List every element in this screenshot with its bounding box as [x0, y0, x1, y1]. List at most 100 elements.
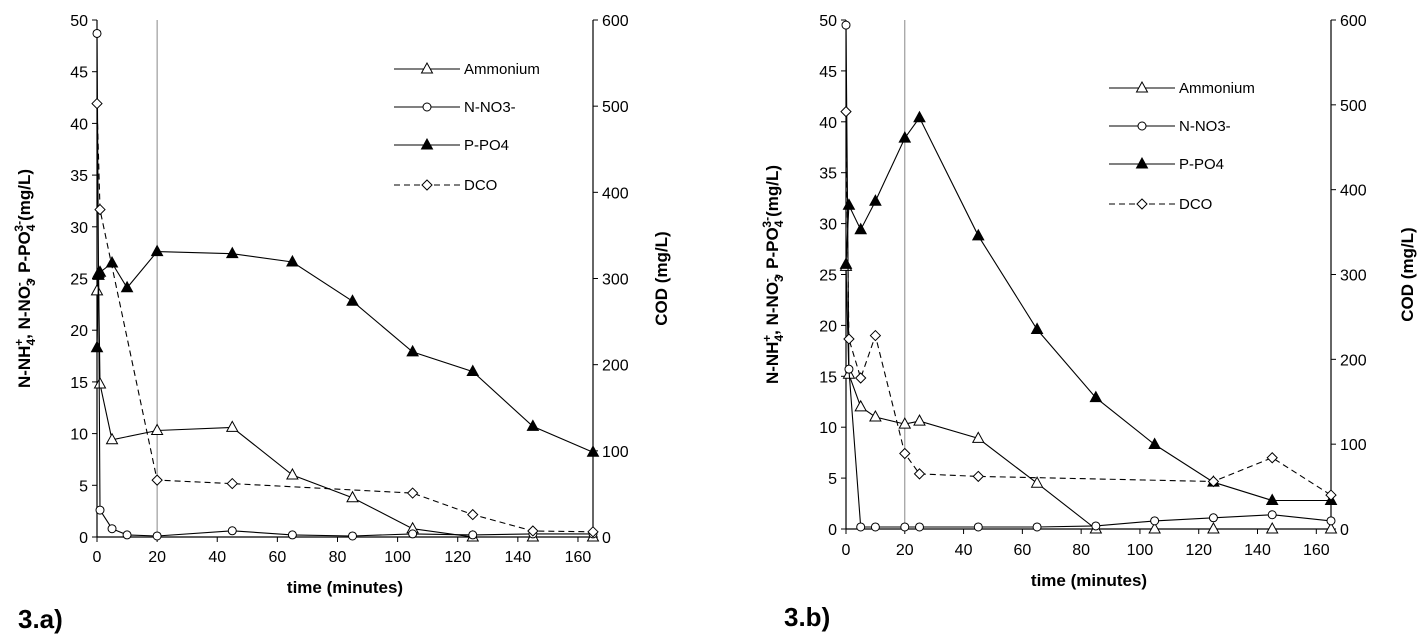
chart-b-legend-marker-p-po4 — [1135, 156, 1149, 169]
chart-a-point-n-no3 — [122, 530, 132, 540]
chart-b-point-dco — [913, 468, 926, 480]
chart-b-point-ammonium — [1030, 476, 1044, 488]
chart-a-point-ammonium — [286, 467, 299, 480]
chart-a-y-right-tick-label: 100 — [602, 444, 629, 461]
chart-b-point-p-po4 — [839, 257, 853, 269]
chart-a-y-left-tick-label: 50 — [70, 13, 88, 30]
chart-b-point-n-no3 — [1326, 516, 1336, 526]
chart-b-point-p-po4 — [854, 222, 868, 235]
chart-b-point-p-po4 — [1089, 390, 1103, 403]
chart-b-point-n-no3 — [1267, 510, 1277, 520]
chart-b-y-axis-title-part: , N-NO — [763, 282, 782, 335]
chart-b-x-tick-label: 40 — [955, 542, 973, 559]
chart-a-series-line-n-no3 — [96, 33, 593, 537]
chart-a-point-dco — [527, 525, 539, 537]
chart-a-x-tick-label: 80 — [329, 549, 347, 566]
chart-b-series-line-p-po4 — [845, 116, 1331, 502]
chart-b-y-left-tick-label: 10 — [819, 420, 837, 437]
chart-a-y-left-tick-label: 5 — [79, 478, 88, 495]
chart-a-y-left-tick-label: 20 — [70, 323, 88, 340]
chart-a-y-left-tick-label: 25 — [70, 272, 88, 289]
chart-b-point-p-po4 — [842, 198, 856, 210]
chart-a-y-axis-title-right: COD (mg/L) — [652, 231, 671, 325]
chart-a-legend-label-ammonium: Ammonium — [464, 61, 540, 78]
chart-b-point-ammonium — [971, 431, 985, 443]
chart-a-point-ammonium — [225, 420, 239, 432]
chart-b-point-n-no3 — [870, 522, 880, 532]
chart-b-x-tick-label: 0 — [842, 542, 851, 559]
chart-b-point-p-po4 — [913, 110, 926, 123]
chart-b-y-axis-title-part: N-NH — [763, 342, 782, 385]
chart-a-point-n-no3 — [107, 524, 117, 534]
chart-a-y-axis-title-part: , N-NO — [15, 286, 34, 339]
chart-b-y-right-tick-label: 500 — [1340, 98, 1367, 115]
chart-a-series-line-p-po4 — [96, 251, 594, 453]
chart-b-y-left-tick-label: 0 — [828, 522, 837, 539]
chart-a-y-right-tick-label: 500 — [602, 99, 629, 116]
chart-a-point-dco — [467, 508, 479, 521]
chart-a-legend-marker-dco — [421, 179, 433, 191]
chart-a-point-p-po4 — [225, 246, 239, 259]
chart-a-x-tick-label: 60 — [268, 549, 286, 566]
chart-a-x-tick-label: 120 — [444, 549, 471, 566]
chart-a-point-n-no3 — [287, 530, 297, 540]
chart-b-point-n-no3 — [914, 522, 924, 532]
chart-b-point-dco — [843, 333, 855, 345]
chart-a-y-axis-title-part: 3 — [24, 279, 38, 286]
chart-b-y-left-tick-label: 50 — [819, 13, 837, 30]
chart-b-point-p-po4 — [1148, 437, 1161, 450]
chart-b-point-dco — [854, 372, 867, 384]
chart-a-point-n-no3 — [348, 531, 358, 541]
chart-a-y-axis-title-part: (mg/L) — [15, 169, 34, 221]
chart-a-y-left-tick-label: 30 — [70, 220, 88, 237]
chart-b-point-n-no3 — [900, 522, 910, 532]
chart-a-y-right-tick-label: 200 — [602, 358, 629, 375]
chart-a-y-axis-title-part: - — [12, 282, 26, 286]
chart-a-point-p-po4 — [150, 244, 164, 257]
chart-a-panel-label: 3.a) — [18, 604, 63, 634]
chart-a-series-line-ammonium — [96, 273, 593, 538]
chart-a-point-ammonium — [150, 423, 164, 435]
chart-a-y-left-tick-label: 10 — [70, 427, 88, 444]
chart-a-y-right-tick-label: 0 — [602, 530, 611, 547]
chart-b-point-ammonium — [898, 417, 912, 429]
chart-b-point-n-no3 — [844, 364, 854, 374]
chart-b-y-left-tick-label: 20 — [819, 318, 837, 335]
chart-a-point-dco — [406, 487, 419, 499]
chart-a-y-left-tick-label: 40 — [70, 116, 88, 133]
chart-b-x-tick-label: 160 — [1303, 542, 1330, 559]
chart-b-y-left-tick-label: 30 — [819, 217, 837, 234]
chart-a-x-tick-label: 140 — [504, 549, 531, 566]
chart-b-point-ammonium — [1148, 521, 1161, 534]
chart-a-y-left-tick-label: 0 — [79, 530, 88, 547]
chart-a-point-n-no3 — [95, 505, 105, 515]
chart-b-point-ammonium — [913, 414, 926, 426]
chart-b-legend-marker-ammonium — [1135, 80, 1149, 93]
chart-a-point-n-no3 — [152, 531, 162, 541]
chart-b-y-axis-title-part: 3 — [772, 275, 786, 282]
chart-b-panel-label: 3.b) — [784, 602, 830, 632]
chart-a-y-left-tick-label: 15 — [70, 375, 88, 392]
chart-b-point-dco — [1207, 475, 1220, 488]
chart-a-point-dco — [226, 477, 238, 490]
chart-a-point-ammonium — [93, 376, 107, 389]
chart-b-series-line-ammonium — [845, 266, 1331, 530]
chart-b-y-axis-title-part: 4 — [772, 220, 786, 227]
chart-b-y-axis-title-part: 3- — [760, 217, 774, 228]
chart-b-legend-marker-dco — [1136, 198, 1148, 210]
chart-a-point-ammonium — [346, 490, 359, 503]
chart-b-point-dco — [972, 470, 984, 483]
chart-a-y-left-tick-label: 35 — [70, 168, 88, 185]
chart-a-y-axis-title-left: N-NH4+, N-NO3-, P-PO43-(mg/L) — [12, 169, 38, 388]
chart-a-point-p-po4 — [526, 419, 540, 431]
chart-b: 0 20 40 60 80 100 120 140 1600510152025303540455… — [760, 13, 1417, 632]
chart-a-y-right-tick-label: 400 — [602, 185, 629, 202]
chart-a-x-tick-label: 100 — [384, 549, 411, 566]
chart-b-point-ammonium — [1207, 521, 1220, 534]
chart-b-y-right-tick-label: 300 — [1340, 268, 1367, 285]
chart-b-legend-label-ammonium: Ammonium — [1179, 80, 1255, 97]
chart-a-x-tick-label: 40 — [208, 549, 226, 566]
chart-b-point-p-po4 — [898, 131, 912, 143]
chart-a-x-tick-label: 0 — [93, 549, 102, 566]
